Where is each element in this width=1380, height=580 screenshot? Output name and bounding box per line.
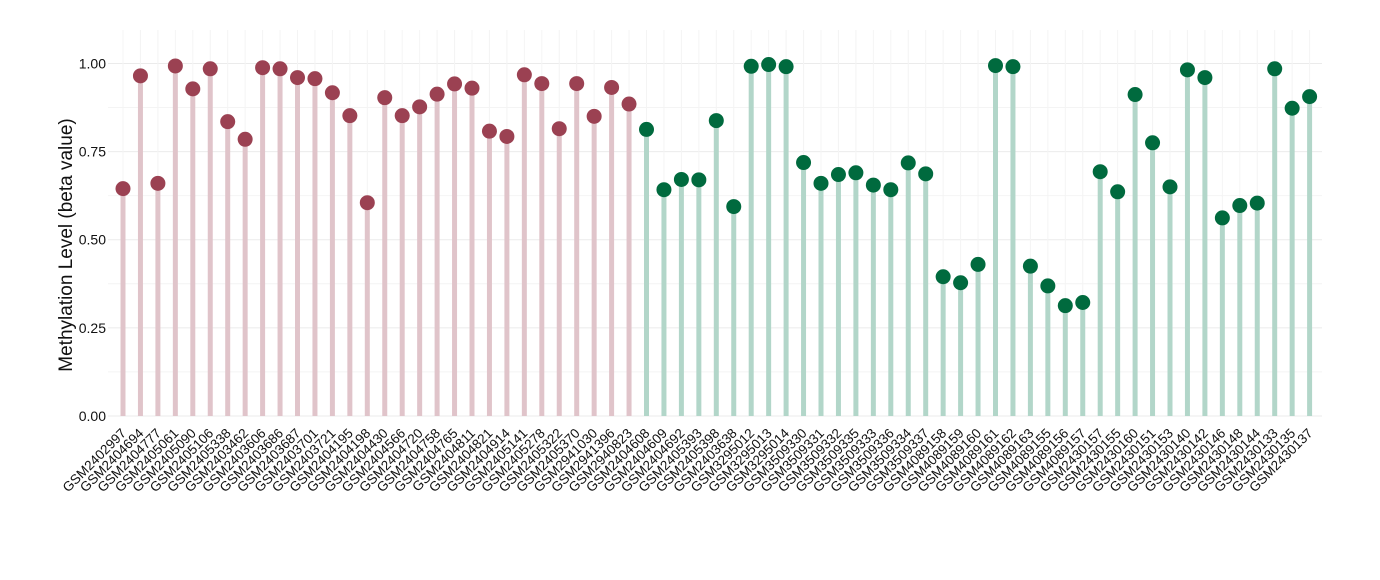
lollipop-point [865,177,881,193]
lollipop-point [202,61,218,77]
lollipop-point [1040,278,1056,294]
lollipop-point [255,60,271,76]
lollipop-point [656,182,672,198]
lollipop-point [534,76,550,92]
lollipop-point [900,155,916,171]
lollipop-point [132,68,148,84]
lollipop-point [918,166,934,182]
lollipop-point [691,172,707,188]
lollipop-point [115,181,131,197]
lollipop-point [1005,59,1021,75]
lollipop-point [1127,87,1143,103]
lollipop-point [708,113,724,129]
y-tick-label: 0.25 [79,320,106,336]
lollipop-point [1284,100,1300,116]
lollipop-point [185,81,201,97]
lollipop-point [778,59,794,75]
lollipop-point [1302,89,1318,105]
y-tick-label: 0.50 [79,232,106,248]
lollipop-points [115,57,1318,314]
lollipop-point [150,175,166,191]
lollipop-point [220,114,236,130]
x-axis: GSM2402997GSM2404694GSM2404777GSM2405061… [60,425,1316,495]
lollipop-point [935,269,951,285]
lollipop-point [1214,210,1230,226]
lollipop-point [1075,294,1091,310]
lollipop-point [377,90,393,106]
lollipop-point [1179,62,1195,78]
lollipop-point [743,58,759,74]
lollipop-point [324,85,340,101]
lollipop-point [342,108,358,124]
lollipop-point [551,121,567,137]
lollipop-point [726,199,742,215]
lollipop-point [1197,70,1213,86]
lollipop-point [1232,198,1248,214]
y-tick-label: 0.00 [79,408,106,424]
lollipop-point [1057,298,1073,314]
lollipop-point [1110,184,1126,200]
lollipop-point [429,86,445,102]
lollipop-stems [120,64,1313,416]
lollipop-point [516,67,532,83]
lollipop-point [167,58,183,74]
lollipop-point [499,128,515,144]
lollipop-point [953,275,969,291]
lollipop-point [569,76,585,92]
lollipop-point [307,71,323,87]
lollipop-point [673,171,689,187]
y-tick-label: 1.00 [79,55,106,71]
lollipop-point [796,155,812,171]
lollipop-point [359,195,375,211]
lollipop-point [1267,61,1283,77]
y-axis-title: Methylation Level (beta value) [56,118,77,371]
lollipop-point [481,123,497,139]
lollipop-point [883,182,899,198]
lollipop-point [394,108,410,124]
lollipop-point [1249,195,1265,211]
lollipop-point [830,167,846,183]
lollipop-point [1092,164,1108,180]
lollipop-point [1145,135,1161,151]
lollipop-point [237,131,253,147]
lollipop-point [464,80,480,96]
lollipop-point [761,57,777,73]
lollipop-point [272,61,288,77]
lollipop-point [1162,179,1178,195]
lollipop-point [1022,258,1038,274]
lollipop-point [447,76,463,92]
lollipop-point [290,70,305,86]
lollipop-point [639,121,654,137]
lollipop-point [970,256,986,272]
y-axis: 0.00 0.25 0.50 0.75 1.00 [79,55,106,424]
y-tick-label: 0.75 [79,144,106,160]
lollipop-point [412,99,428,115]
lollipop-point [848,165,864,181]
lollipop-point [988,58,1003,74]
lollipop-point [586,108,602,124]
lollipop-point [813,175,829,191]
lollipop-point [604,79,620,95]
lollipop-point [621,96,637,112]
